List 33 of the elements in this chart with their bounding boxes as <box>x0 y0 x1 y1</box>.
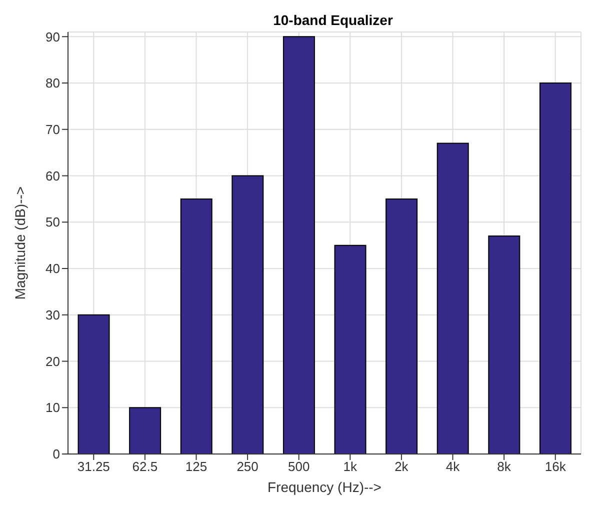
x-tick-label: 2k <box>394 459 409 474</box>
y-tick-label: 90 <box>46 29 60 44</box>
y-tick-label: 30 <box>46 307 60 322</box>
y-tick-label: 60 <box>46 168 60 184</box>
x-tick-label: 16k <box>544 459 566 474</box>
x-tick-label: 500 <box>288 459 310 474</box>
y-tick-label: 70 <box>46 122 60 137</box>
bar <box>129 407 162 454</box>
x-tick-label: 1k <box>343 459 358 474</box>
bar <box>282 36 315 454</box>
bar <box>488 236 520 454</box>
x-axis-title: Frequency (Hz)--> <box>268 479 382 495</box>
x-tick-label: 125 <box>185 459 208 474</box>
bar <box>334 244 366 454</box>
y-tick-label: 40 <box>46 261 60 276</box>
x-tick-label: 4k <box>446 459 460 474</box>
bar <box>180 198 212 454</box>
x-tick-label: 8k <box>497 459 512 474</box>
chart-title: 10-band Equalizer <box>272 12 394 28</box>
x-tick-label: 62.5 <box>132 459 158 474</box>
y-tick-label: 80 <box>46 76 60 91</box>
bar <box>436 142 469 454</box>
y-tick-label: 50 <box>46 214 60 230</box>
bar <box>232 175 264 454</box>
bar <box>78 314 110 454</box>
x-tick-label: 250 <box>236 459 258 474</box>
y-tick-label: 10 <box>46 400 60 416</box>
y-tick-label: 20 <box>46 354 60 369</box>
x-tick-label: 31.25 <box>77 459 110 474</box>
bar <box>539 82 572 454</box>
bar <box>386 198 418 454</box>
y-axis-title: Magnitude (dB)--> <box>12 186 28 300</box>
y-tick-label: 0 <box>52 446 60 462</box>
